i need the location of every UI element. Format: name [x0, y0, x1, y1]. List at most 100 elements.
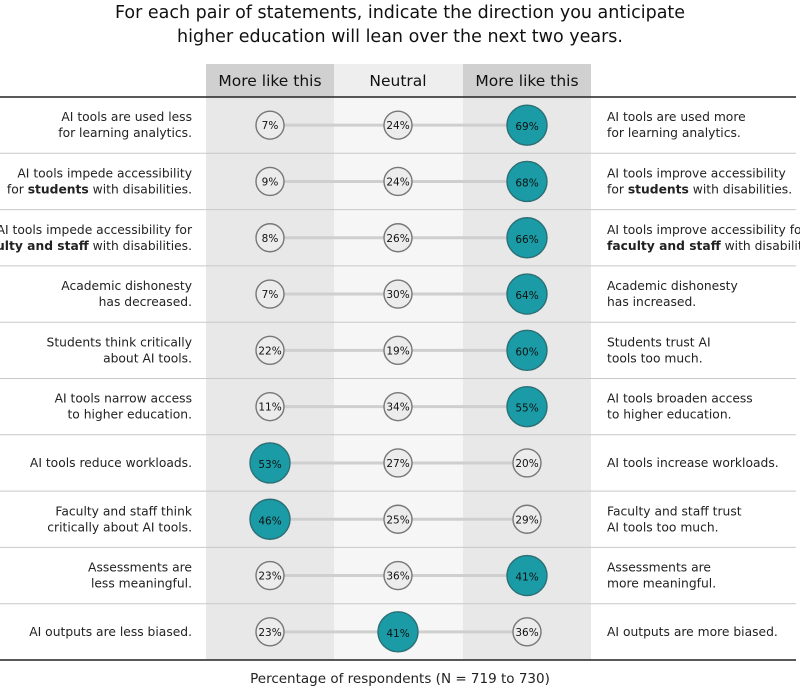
value-label: 66% [515, 234, 538, 246]
left-statement: Faculty and staff think [55, 504, 192, 518]
value-label: 23% [258, 627, 281, 639]
value-dot [255, 166, 285, 197]
value-dot [255, 617, 285, 647]
right-statement: AI tools increase workloads. [607, 456, 779, 470]
value-label: 60% [515, 346, 538, 358]
value-label: 55% [515, 403, 538, 415]
left-statement: about AI tools. [103, 351, 192, 365]
value-label: 20% [515, 458, 538, 470]
value-label: 19% [386, 345, 409, 357]
left-statement: AI outputs are less biased. [29, 625, 192, 639]
value-label: 26% [386, 233, 409, 245]
right-statement: for learning analytics. [607, 126, 741, 140]
value-label: 11% [258, 402, 281, 414]
value-dot [506, 554, 548, 597]
value-label: 24% [386, 176, 409, 188]
left-statement: faculty and staff with disabilities. [0, 239, 192, 253]
value-label: 36% [386, 571, 409, 583]
left-statement: AI tools are used less [61, 110, 192, 124]
right-statement: AI tools are used more [607, 110, 746, 124]
right-statement: AI tools broaden access [607, 392, 753, 406]
left-statement: AI tools impede accessibility [17, 166, 192, 180]
value-label: 27% [386, 458, 409, 470]
value-dot [506, 273, 548, 315]
value-label: 30% [386, 289, 409, 301]
value-label: 9% [262, 176, 279, 188]
value-dot [255, 223, 285, 253]
value-label: 69% [515, 121, 538, 133]
chart-title: higher education will lean over the next… [177, 27, 623, 47]
value-dot [377, 611, 419, 653]
value-dot [383, 279, 413, 309]
right-statement: tools too much. [607, 351, 703, 365]
value-dot [383, 110, 413, 140]
right-statement: to higher education. [607, 408, 732, 422]
left-statement: Academic dishonesty [61, 279, 192, 293]
value-label: 41% [515, 572, 538, 584]
column-header-bg [463, 64, 591, 97]
value-label: 34% [386, 402, 409, 414]
column-header: Neutral [369, 72, 426, 90]
value-dot [383, 504, 413, 534]
value-dot [255, 279, 285, 309]
column-header-bg [334, 64, 463, 97]
right-statement: has increased. [607, 295, 696, 309]
value-dot [506, 385, 548, 428]
value-label: 64% [515, 290, 538, 302]
value-dot [512, 504, 542, 534]
left-statement: for students with disabilities. [7, 182, 192, 196]
left-statement: Assessments are [88, 561, 192, 575]
value-dot [255, 391, 285, 422]
value-label: 41% [386, 628, 409, 640]
column-header: More like this [475, 72, 578, 90]
value-dot [383, 560, 413, 591]
value-label: 7% [262, 120, 279, 132]
value-dot [383, 223, 413, 253]
value-dot [506, 329, 548, 372]
chart-title: For each pair of statements, indicate th… [115, 3, 685, 23]
right-statement: Assessments are [607, 561, 711, 575]
value-dot [249, 442, 291, 484]
column-header: More like this [218, 72, 321, 90]
value-dot [383, 391, 413, 422]
right-statement: more meaningful. [607, 577, 716, 591]
value-dot [512, 617, 542, 647]
left-statement: less meaningful. [91, 577, 192, 591]
column-header-bg [206, 64, 334, 97]
value-label: 8% [262, 233, 279, 245]
right-statement: for students with disabilities. [607, 182, 792, 196]
left-statement: AI tools narrow access [55, 392, 192, 406]
right-statement: AI tools improve accessibility [607, 166, 786, 180]
value-label: 24% [386, 120, 409, 132]
value-dot [255, 110, 285, 140]
value-dot [506, 104, 548, 146]
value-label: 23% [258, 571, 281, 583]
value-label: 25% [386, 514, 409, 526]
value-dot [255, 335, 285, 366]
left-statement: for learning analytics. [58, 126, 192, 140]
value-dot [383, 335, 413, 366]
value-label: 22% [258, 345, 281, 357]
right-statement: Faculty and staff trust [607, 504, 742, 518]
left-statement: Students think critically [47, 335, 192, 349]
value-label: 53% [258, 459, 281, 471]
value-dot [512, 448, 542, 478]
value-label: 68% [515, 177, 538, 189]
value-dot [506, 160, 548, 203]
value-label: 29% [515, 514, 538, 526]
left-statement: critically about AI tools. [47, 520, 192, 534]
value-dot [383, 166, 413, 197]
right-statement: AI outputs are more biased. [607, 625, 778, 639]
right-statement: Students trust AI [607, 335, 711, 349]
value-dot [506, 217, 548, 259]
left-statement: has decreased. [99, 295, 192, 309]
right-statement: AI tools improve accessibility for [607, 223, 800, 237]
value-label: 36% [515, 627, 538, 639]
value-label: 7% [262, 289, 279, 301]
value-label: 46% [258, 515, 281, 527]
left-statement: to higher education. [67, 408, 192, 422]
x-axis-label: Percentage of respondents (N = 719 to 73… [250, 671, 550, 687]
left-statement: AI tools reduce workloads. [30, 456, 192, 470]
right-statement: Academic dishonesty [607, 279, 738, 293]
